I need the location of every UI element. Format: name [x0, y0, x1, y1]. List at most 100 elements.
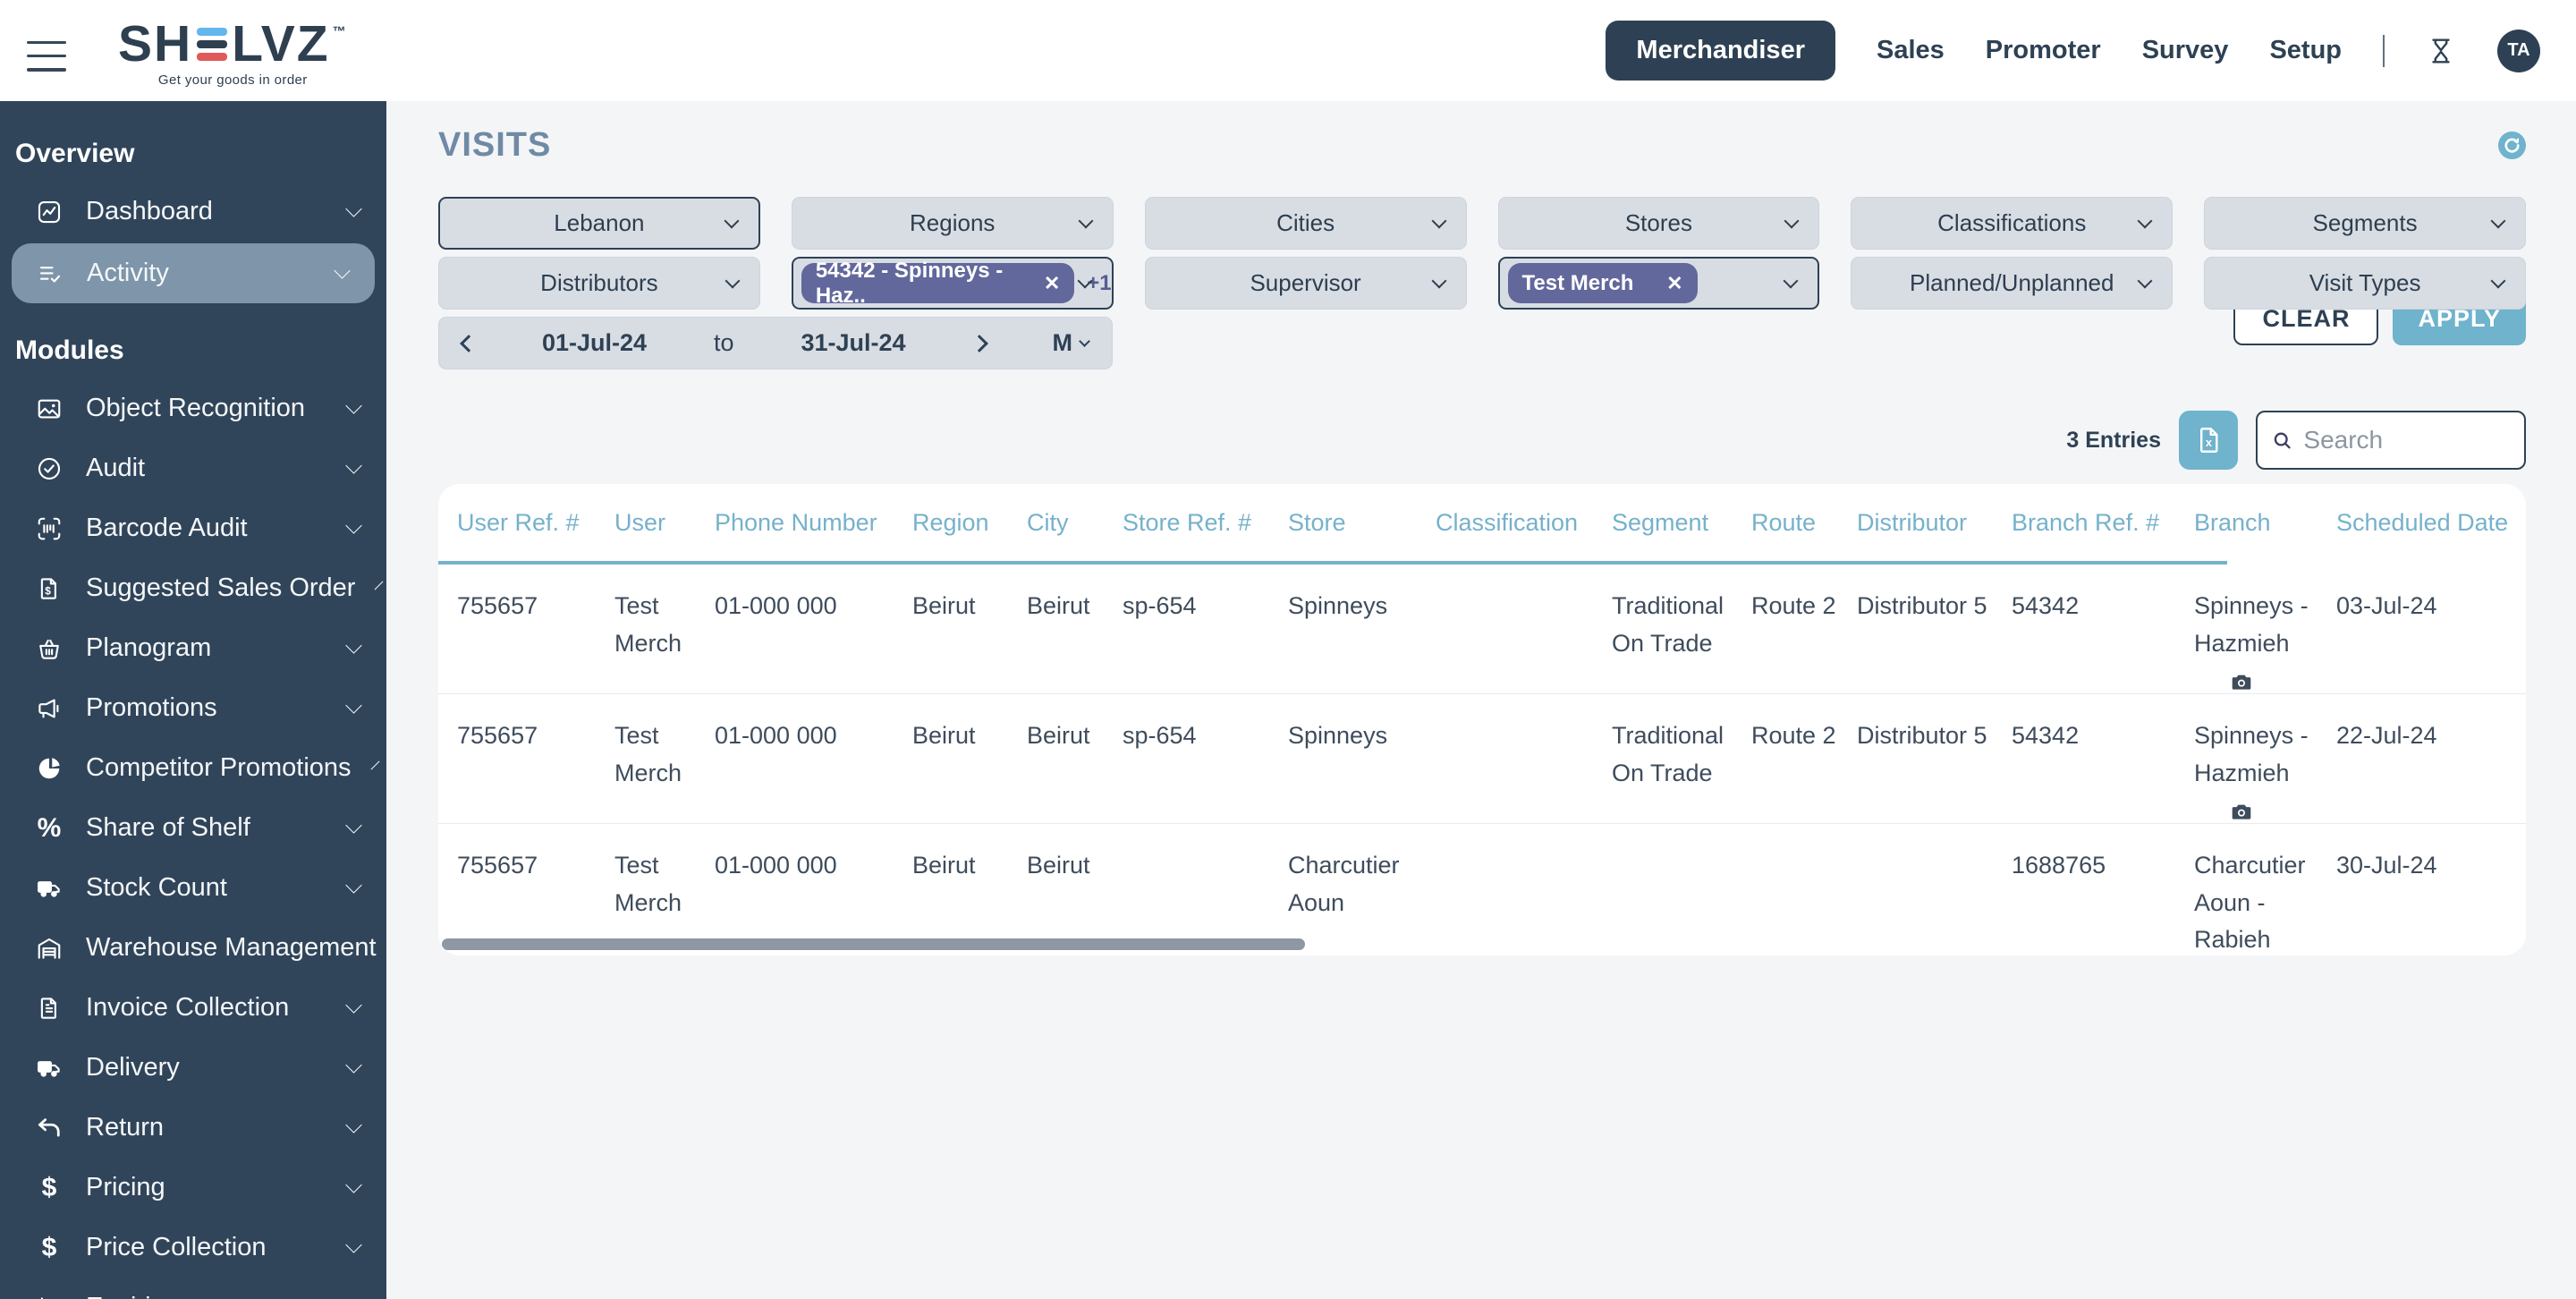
regions-filter[interactable]: Regions — [791, 197, 1114, 250]
column-header[interactable]: Branch — [2194, 508, 2271, 536]
svg-text:$: $ — [45, 584, 51, 597]
column-header[interactable]: Branch Ref. # — [2012, 508, 2160, 536]
nav-tab-setup[interactable]: Setup — [2269, 36, 2342, 64]
sidebar-item-competitor-promotions[interactable]: Competitor Promotions — [0, 738, 386, 798]
sidebar-item-dashboard[interactable]: Dashboard — [0, 182, 386, 242]
sidebar-item-stock-count[interactable]: Stock Count — [0, 858, 386, 918]
user-avatar[interactable]: TA — [2497, 29, 2540, 72]
remove-store-chip-icon[interactable]: ✕ — [1043, 271, 1061, 294]
sidebar-item-invoice-collection[interactable]: Invoice Collection — [0, 978, 386, 1038]
table-header-underline — [438, 561, 2227, 565]
sidebar-item-promotions[interactable]: Promotions — [0, 678, 386, 738]
nav-tab-promoter[interactable]: Promoter — [1985, 36, 2101, 64]
table-row[interactable]: 755657 Test Merch 01-000 000 Beirut Beir… — [438, 565, 2526, 694]
sidebar-item-audit[interactable]: Audit — [0, 438, 386, 498]
period-mode-select[interactable]: M — [1053, 329, 1090, 357]
sidebar-item-label: Dashboard — [86, 197, 213, 225]
previous-period-icon[interactable] — [460, 334, 478, 352]
chevron-down-icon — [345, 1057, 362, 1074]
chevron-down-icon — [345, 817, 362, 834]
sidebar-item-warehouse-management[interactable]: Warehouse Management — [0, 918, 386, 978]
distributors-filter[interactable]: Distributors — [438, 257, 760, 310]
horizontal-scrollbar-thumb[interactable] — [442, 938, 1305, 950]
table-row[interactable]: 755657 Test Merch 01-000 000 Beirut Beir… — [457, 851, 2437, 954]
nav-tab-merchandiser[interactable]: Merchandiser — [1606, 21, 1835, 81]
column-header[interactable]: Scheduled Date — [2336, 508, 2509, 536]
camera-icon[interactable] — [2228, 800, 2255, 823]
user-selected-filter[interactable]: Test Merch ✕ — [1497, 257, 1820, 310]
image-icon — [36, 395, 63, 422]
column-header[interactable]: Route — [1751, 508, 1817, 536]
hourglass-icon[interactable] — [2426, 36, 2456, 66]
document-dollar-icon: $ — [36, 575, 63, 602]
svg-text:x: x — [2206, 436, 2212, 449]
search-box — [2256, 411, 2526, 470]
sidebar-item-suggested-sales-order[interactable]: $ Suggested Sales Order — [0, 558, 386, 618]
sidebar-item-planogram[interactable]: Planogram — [0, 618, 386, 678]
table-header-row: User Ref. # User Phone Number Region Cit… — [438, 484, 2526, 561]
chevron-down-icon — [1078, 213, 1094, 228]
cities-filter[interactable]: Cities — [1144, 197, 1467, 250]
column-header[interactable]: Phone Number — [715, 508, 877, 536]
classifications-filter[interactable]: Classifications — [1851, 197, 2174, 250]
sidebar-item-pricing[interactable]: $ Pricing — [0, 1158, 386, 1218]
search-input[interactable] — [2303, 426, 2510, 454]
visit-types-filter[interactable]: Visit Types — [2204, 257, 2526, 310]
sidebar-heading-modules: Modules — [15, 335, 124, 365]
planned-unplanned-filter[interactable]: Planned/Unplanned — [1851, 257, 2174, 310]
dollar-icon: $ — [41, 1232, 57, 1262]
user-chip-label: Test Merch — [1521, 270, 1634, 295]
user-chip: Test Merch ✕ — [1507, 263, 1698, 303]
percent-icon: % — [37, 812, 62, 843]
truck-icon — [36, 875, 63, 902]
sidebar-item-barcode-audit[interactable]: Barcode Audit — [0, 498, 386, 558]
camera-icon[interactable] — [2228, 670, 2255, 693]
segments-filter[interactable]: Segments — [2204, 197, 2526, 250]
column-header[interactable]: Store — [1288, 508, 1346, 536]
stores-selected-filter[interactable]: 54342 - Spinneys - Haz.. ✕ +1 — [791, 257, 1114, 310]
date-separator: to — [714, 329, 734, 356]
chevron-down-icon — [2137, 273, 2153, 288]
country-filter[interactable]: Lebanon — [438, 197, 760, 250]
date-to[interactable]: 31-Jul-24 — [801, 329, 906, 356]
sidebar-item-expiries[interactable]: Expiries — [0, 1278, 386, 1299]
sidebar-item-object-recognition[interactable]: Object Recognition — [0, 378, 386, 438]
export-excel-button[interactable]: x — [2179, 411, 2238, 470]
chevron-down-icon — [2490, 273, 2506, 288]
column-header[interactable]: Segment — [1612, 508, 1709, 536]
sidebar-item-price-collection[interactable]: $ Price Collection — [0, 1218, 386, 1278]
filter-grid: Lebanon Regions Cities Stores Classifica… — [438, 197, 2526, 310]
table-row[interactable]: 755657 Test Merch 01-000 000 Beirut Beir… — [438, 694, 2526, 824]
column-header[interactable]: City — [1027, 508, 1069, 536]
chevron-down-icon — [2490, 213, 2506, 228]
column-header[interactable]: Store Ref. # — [1123, 508, 1252, 536]
nav-tab-survey[interactable]: Survey — [2141, 36, 2229, 64]
sidebar-item-share-of-shelf[interactable]: % Share of Shelf — [0, 798, 386, 858]
chevron-down-icon — [345, 697, 362, 714]
column-header[interactable]: Classification — [1436, 508, 1579, 536]
sidebar-item-delivery[interactable]: Delivery — [0, 1038, 386, 1098]
column-header[interactable]: Region — [912, 508, 989, 536]
column-header[interactable]: Distributor — [1857, 508, 1968, 536]
next-period-icon[interactable] — [970, 334, 988, 352]
stores-filter[interactable]: Stores — [1497, 197, 1820, 250]
regions-filter-label: Regions — [910, 209, 996, 236]
sidebar-item-label: Delivery — [86, 1053, 180, 1082]
sidebar-item-return[interactable]: Return — [0, 1098, 386, 1158]
sidebar-item-activity[interactable]: Activity — [12, 243, 375, 303]
cities-filter-label: Cities — [1276, 209, 1335, 236]
entries-count: 3 Entries — [2066, 427, 2161, 453]
supervisor-filter[interactable]: Supervisor — [1144, 257, 1467, 310]
column-header[interactable]: User — [614, 508, 666, 536]
date-from[interactable]: 01-Jul-24 — [541, 329, 648, 356]
store-chip-label: 54342 - Spinneys - Haz.. — [815, 258, 1004, 308]
column-header[interactable]: User Ref. # — [457, 508, 580, 536]
nav-tab-sales[interactable]: Sales — [1876, 36, 1945, 64]
refresh-icon[interactable] — [2498, 132, 2526, 159]
hamburger-menu-icon[interactable] — [27, 40, 66, 72]
sidebar-heading-overview: Overview — [15, 139, 135, 168]
sidebar-item-label: Barcode Audit — [86, 514, 248, 542]
chevron-down-icon — [345, 637, 362, 654]
remove-user-chip-icon[interactable]: ✕ — [1666, 271, 1683, 294]
sidebar-item-label: Warehouse Management — [86, 933, 377, 962]
